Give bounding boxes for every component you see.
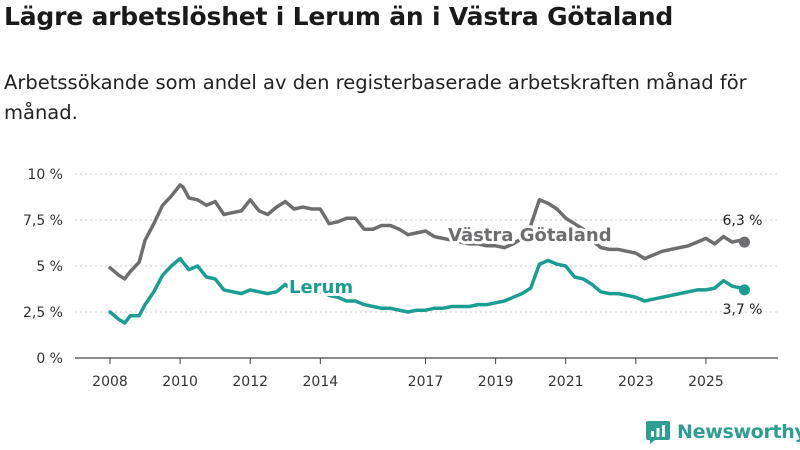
series-label-lerum: Lerum	[289, 277, 353, 298]
x-tick-label: 2017	[408, 374, 444, 390]
y-tick-label: 7,5 %	[23, 213, 63, 229]
x-tick-label: 2023	[618, 374, 654, 390]
end-point-lerum	[738, 284, 750, 296]
series-line-vastra-gotaland	[108, 183, 747, 281]
end-point-vastra-gotaland	[738, 236, 750, 248]
y-tick-label: 10 %	[27, 167, 63, 183]
x-tick-label: 2008	[92, 374, 128, 390]
y-tick-label: 2,5 %	[23, 305, 63, 321]
chart-subtitle: Arbetssökande som andel av den registerb…	[4, 71, 747, 124]
series-line-lerum	[108, 256, 747, 325]
brand-logo: Newsworthy	[645, 419, 800, 445]
y-tick-label: 5 %	[36, 259, 63, 275]
x-tick-label: 2012	[232, 374, 268, 390]
x-tick-label: 2025	[688, 374, 724, 390]
series-label-vastra-gotaland: Västra Götaland	[448, 225, 612, 246]
chart-title: Lägre arbetslöshet i Lerum än i Västra G…	[4, 2, 674, 31]
x-tick-label: 2021	[548, 374, 584, 390]
x-tick-label: 2019	[478, 374, 514, 390]
y-tick-label: 0 %	[36, 351, 63, 367]
x-tick-label: 2014	[303, 374, 339, 390]
end-label-vastra-gotaland: 6,3 %	[722, 213, 762, 229]
brand-name: Newsworthy	[677, 421, 800, 443]
end-label-lerum: 3,7 %	[722, 302, 762, 318]
x-tick-label: 2010	[162, 374, 198, 390]
newsworthy-logo-icon	[646, 421, 670, 444]
